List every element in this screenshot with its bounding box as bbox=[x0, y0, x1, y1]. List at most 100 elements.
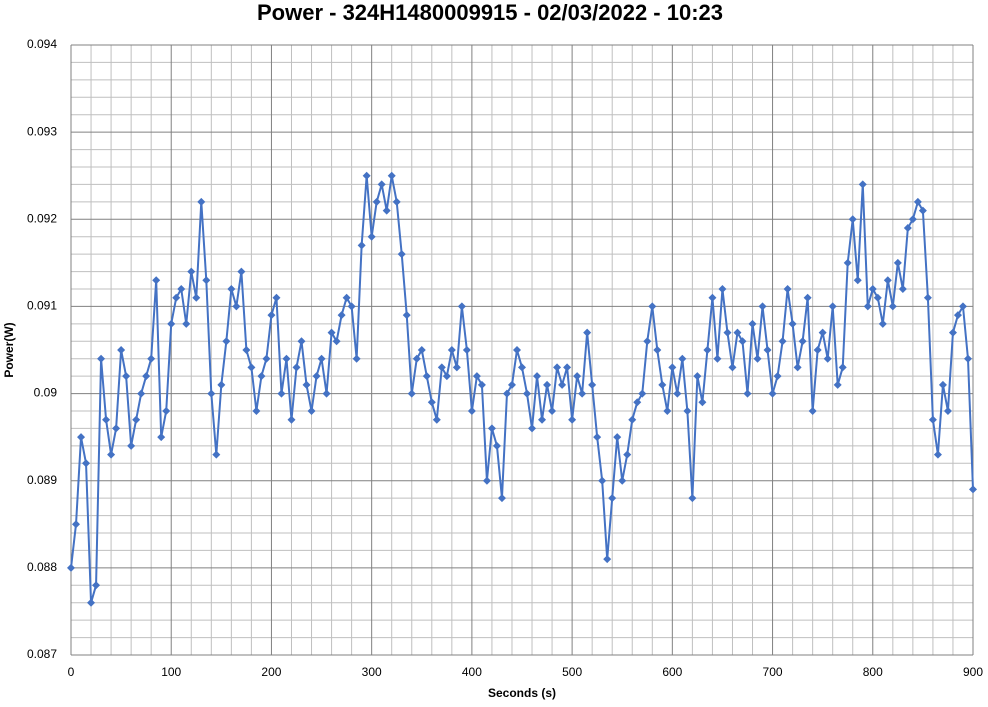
marker bbox=[317, 354, 326, 363]
marker bbox=[482, 476, 491, 485]
y-tick-label: 0.092 bbox=[27, 211, 57, 225]
marker bbox=[963, 354, 972, 363]
marker bbox=[898, 285, 907, 293]
marker bbox=[452, 363, 461, 372]
marker bbox=[332, 337, 341, 346]
marker bbox=[77, 433, 86, 442]
marker bbox=[843, 258, 852, 267]
x-tick-label: 500 bbox=[562, 665, 582, 679]
marker bbox=[833, 380, 842, 389]
marker bbox=[853, 276, 862, 285]
marker bbox=[668, 363, 677, 372]
marker bbox=[202, 276, 211, 285]
marker bbox=[868, 285, 877, 293]
marker bbox=[698, 398, 707, 407]
marker bbox=[147, 354, 156, 363]
marker bbox=[538, 415, 547, 424]
marker bbox=[292, 363, 301, 372]
marker bbox=[222, 337, 231, 346]
marker bbox=[477, 380, 486, 389]
marker bbox=[888, 302, 897, 311]
marker bbox=[492, 441, 501, 450]
marker bbox=[342, 293, 351, 302]
marker bbox=[227, 285, 236, 293]
marker bbox=[778, 337, 787, 346]
marker bbox=[237, 267, 246, 276]
marker bbox=[267, 311, 276, 320]
marker bbox=[67, 563, 75, 572]
marker bbox=[953, 311, 962, 320]
marker bbox=[938, 380, 947, 389]
marker bbox=[813, 346, 822, 354]
marker bbox=[678, 354, 687, 363]
marker bbox=[397, 250, 406, 259]
marker bbox=[72, 520, 81, 529]
marker bbox=[558, 380, 567, 389]
marker bbox=[367, 232, 376, 241]
marker bbox=[177, 285, 186, 293]
y-tick-label: 0.09 bbox=[34, 386, 58, 400]
y-tick-label: 0.091 bbox=[27, 299, 57, 313]
marker bbox=[207, 389, 216, 398]
marker bbox=[608, 494, 617, 503]
marker bbox=[753, 354, 762, 363]
marker bbox=[462, 346, 471, 354]
x-tick-label: 300 bbox=[362, 665, 382, 679]
marker bbox=[117, 346, 126, 354]
marker bbox=[257, 372, 266, 381]
marker bbox=[442, 372, 451, 381]
marker bbox=[628, 415, 637, 424]
marker bbox=[893, 258, 902, 267]
marker bbox=[277, 389, 286, 398]
marker bbox=[362, 171, 371, 180]
marker bbox=[878, 319, 887, 328]
marker bbox=[918, 206, 927, 215]
marker bbox=[82, 459, 91, 468]
marker bbox=[568, 415, 577, 424]
x-tick-label: 100 bbox=[161, 665, 181, 679]
marker bbox=[487, 424, 496, 433]
marker bbox=[603, 555, 612, 564]
marker bbox=[132, 415, 141, 424]
marker bbox=[432, 415, 441, 424]
marker bbox=[157, 433, 166, 442]
marker bbox=[623, 450, 632, 459]
marker bbox=[683, 407, 692, 415]
marker bbox=[578, 389, 587, 398]
marker bbox=[588, 380, 597, 389]
marker bbox=[908, 215, 917, 224]
marker bbox=[472, 372, 481, 381]
marker bbox=[528, 424, 537, 433]
marker bbox=[748, 319, 757, 328]
marker bbox=[232, 302, 241, 311]
marker bbox=[512, 346, 521, 354]
marker bbox=[858, 180, 867, 189]
marker bbox=[392, 197, 401, 206]
marker bbox=[643, 337, 652, 346]
marker bbox=[327, 328, 336, 337]
marker bbox=[638, 389, 647, 398]
marker bbox=[808, 407, 817, 415]
marker bbox=[297, 337, 306, 346]
marker bbox=[97, 354, 106, 363]
marker bbox=[382, 206, 391, 215]
marker bbox=[783, 285, 792, 293]
marker bbox=[523, 389, 532, 398]
marker bbox=[958, 302, 967, 311]
marker bbox=[768, 389, 777, 398]
marker bbox=[688, 494, 697, 503]
marker bbox=[708, 293, 717, 302]
marker bbox=[217, 380, 226, 389]
marker bbox=[262, 354, 271, 363]
marker bbox=[573, 372, 582, 381]
marker bbox=[152, 276, 161, 285]
marker bbox=[347, 302, 356, 311]
marker bbox=[447, 346, 456, 354]
y-tick-label: 0.088 bbox=[27, 560, 57, 574]
marker bbox=[743, 389, 752, 398]
marker bbox=[307, 407, 316, 415]
chart-title: Power - 324H1480009915 - 02/03/2022 - 10… bbox=[257, 0, 723, 25]
marker bbox=[337, 311, 346, 320]
marker bbox=[693, 372, 702, 381]
